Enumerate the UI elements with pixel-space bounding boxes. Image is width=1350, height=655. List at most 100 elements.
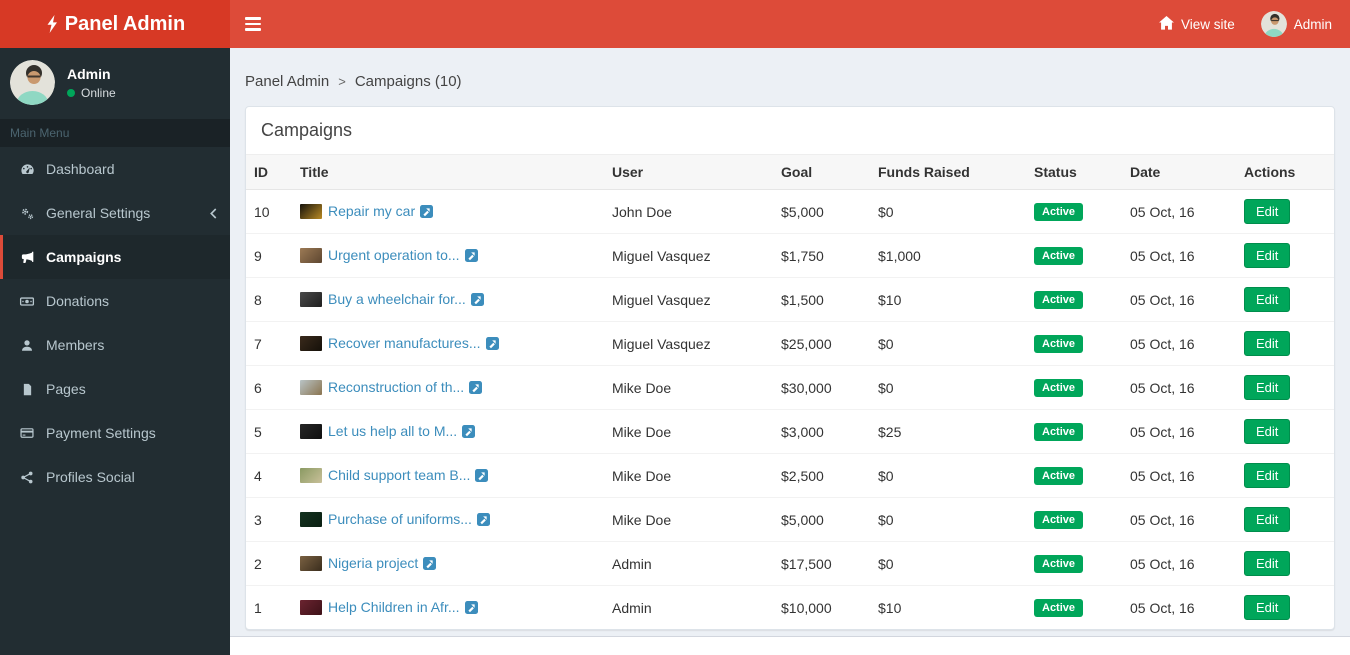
campaign-id: 1 [254, 599, 262, 616]
status-badge: Active [1034, 467, 1084, 485]
campaign-title-link[interactable]: Help Children in Afr... [328, 598, 460, 615]
edit-button[interactable]: Edit [1244, 507, 1291, 532]
sidebar-item-payment-settings[interactable]: Payment Settings [0, 411, 230, 455]
campaign-goal: $2,500 [773, 453, 870, 498]
sidebar-user-avatar [10, 60, 55, 105]
sidebar-item-label: Pages [46, 381, 86, 397]
lightning-bolt-icon [45, 15, 59, 33]
edit-button[interactable]: Edit [1244, 595, 1291, 620]
edit-button[interactable]: Edit [1244, 551, 1291, 576]
campaign-actions-cell: Edit [1236, 233, 1334, 278]
campaign-title-link[interactable]: Repair my car [328, 202, 416, 219]
gears-icon [18, 206, 36, 221]
edit-button[interactable]: Edit [1244, 375, 1291, 400]
campaign-actions-cell: Edit [1236, 541, 1334, 586]
campaign-title-link[interactable]: Let us help all to M... [328, 422, 458, 439]
campaign-funds: $0 [870, 365, 1026, 410]
campaign-title-link[interactable]: Urgent operation to... [328, 246, 460, 263]
sidebar-item-dashboard[interactable]: Dashboard [0, 147, 230, 191]
external-link-icon[interactable] [423, 556, 437, 573]
sidebar: Admin Online Main Menu Dashboard General … [0, 48, 230, 655]
sidebar-item-pages[interactable]: Pages [0, 367, 230, 411]
campaign-title-link[interactable]: Buy a wheelchair for... [328, 290, 466, 307]
campaign-status-cell: Active [1026, 277, 1122, 322]
breadcrumb-panel-admin[interactable]: Panel Admin [245, 73, 330, 90]
campaign-actions-cell: Edit [1236, 321, 1334, 366]
sidebar-item-donations[interactable]: Donations [0, 279, 230, 323]
campaign-goal: $1,750 [773, 233, 870, 278]
external-link-icon[interactable] [462, 424, 476, 441]
sidebar-item-profiles-social[interactable]: Profiles Social [0, 455, 230, 499]
campaign-date: 05 Oct, 16 [1122, 233, 1236, 278]
brand-logo[interactable]: Panel Admin [0, 0, 230, 48]
user-icon [18, 338, 36, 353]
campaign-goal: $10,000 [781, 599, 832, 616]
campaign-status-cell: Active [1026, 321, 1122, 366]
campaign-id: 8 [246, 277, 292, 322]
sidebar-item-members[interactable]: Members [0, 323, 230, 367]
external-link-icon[interactable] [464, 600, 478, 617]
campaign-funds: $0 [870, 497, 1026, 542]
edit-button[interactable]: Edit [1244, 463, 1291, 488]
breadcrumb-current: Campaigns (10) [354, 73, 462, 90]
edit-button[interactable]: Edit [1244, 331, 1291, 356]
sidebar-toggle-button[interactable] [230, 0, 276, 48]
campaign-title-cell: Buy a wheelchair for... [292, 277, 604, 322]
user-menu[interactable]: Admin [1260, 11, 1332, 37]
campaign-title-link[interactable]: Reconstruction of th... [328, 378, 465, 395]
external-link-icon[interactable] [470, 292, 484, 309]
campaign-date: 05 Oct, 16 [1122, 189, 1236, 234]
campaign-thumbnail [300, 335, 322, 351]
status-badge: Active [1034, 291, 1084, 309]
file-icon [18, 382, 36, 397]
table-row: 7 Recover manufactures... Miguel Vasquez… [246, 321, 1334, 366]
status-badge: Active [1034, 203, 1084, 221]
sidebar-section-label: Main Menu [0, 119, 230, 147]
status-badge: Active [1034, 511, 1084, 529]
view-site-label: View site [1180, 16, 1235, 32]
status-badge: Active [1034, 335, 1084, 353]
campaign-title-link[interactable]: Child support team B... [328, 466, 471, 483]
external-link-icon[interactable] [464, 248, 478, 265]
campaign-actions-cell: Edit [1236, 189, 1334, 234]
campaign-id: 2 [246, 541, 292, 586]
external-link-icon[interactable] [485, 336, 499, 353]
sidebar-item-label: Profiles Social [46, 469, 135, 485]
edit-button[interactable]: Edit [1244, 199, 1291, 224]
campaign-title-cell: Purchase of uniforms... [292, 497, 604, 542]
table-row: 3 Purchase of uniforms... Mike Doe $5,00… [246, 497, 1334, 542]
hamburger-icon [245, 17, 261, 31]
campaign-title-cell: Repair my car [292, 189, 604, 234]
campaign-thumbnail [300, 599, 322, 615]
edit-button[interactable]: Edit [1244, 243, 1291, 268]
edit-button[interactable]: Edit [1244, 287, 1291, 312]
campaign-title-cell: Let us help all to M... [292, 409, 604, 454]
sidebar-item-campaigns[interactable]: Campaigns [0, 235, 230, 279]
view-site-link[interactable]: View site [1158, 15, 1235, 33]
sidebar-item-label: Members [46, 337, 105, 353]
campaign-thumbnail [300, 511, 322, 527]
campaign-title-link[interactable]: Nigeria project [328, 554, 419, 571]
external-link-icon[interactable] [475, 468, 489, 485]
campaign-title-cell: Help Children in Afr... [292, 586, 604, 630]
campaign-actions-cell: Edit [1236, 409, 1334, 454]
campaign-status-cell: Active [1026, 453, 1122, 498]
campaign-user: John Doe [604, 189, 773, 234]
campaign-funds: $10 [870, 277, 1026, 322]
breadcrumb: Panel Admin > Campaigns (10) [245, 48, 1335, 106]
edit-button[interactable]: Edit [1244, 419, 1291, 444]
sidebar-item-general-settings[interactable]: General Settings [0, 191, 230, 235]
campaign-title-link[interactable]: Recover manufactures... [328, 334, 481, 351]
campaign-actions-cell: Edit [1236, 497, 1334, 542]
campaign-goal: $1,500 [773, 277, 870, 322]
campaign-status-cell: Active [1026, 189, 1122, 234]
sidebar-menu: Dashboard General Settings Campaigns Donati… [0, 147, 230, 499]
external-link-icon[interactable] [469, 380, 483, 397]
campaign-title-link[interactable]: Purchase of uniforms... [328, 510, 472, 527]
campaign-title-cell: Reconstruction of th... [292, 365, 604, 410]
campaign-id: 9 [246, 233, 292, 278]
campaign-status-cell: Active [1026, 586, 1122, 630]
campaign-id: 4 [246, 453, 292, 498]
external-link-icon[interactable] [476, 512, 490, 529]
external-link-icon[interactable] [420, 204, 434, 221]
